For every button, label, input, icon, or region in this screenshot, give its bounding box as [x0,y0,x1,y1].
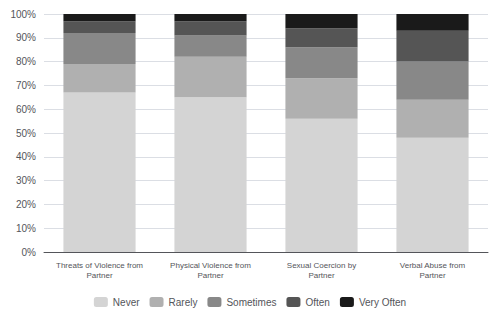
svg-text:Very Often: Very Often [359,297,406,308]
svg-text:Partner: Partner [197,271,224,280]
svg-text:Sometimes: Sometimes [226,297,276,308]
svg-text:Rarely: Rarely [169,297,198,308]
svg-text:Partner: Partner [308,271,335,280]
svg-text:Often: Often [305,297,329,308]
svg-text:70%: 70% [16,80,36,91]
svg-text:Threats of Violence from: Threats of Violence from [56,261,143,270]
svg-text:20%: 20% [16,199,36,210]
svg-text:Physical Violence from: Physical Violence from [170,261,251,270]
svg-text:Partner: Partner [86,271,113,280]
svg-text:Sexual Coercion by: Sexual Coercion by [287,261,356,270]
svg-text:30%: 30% [16,175,36,186]
svg-text:40%: 40% [16,151,36,162]
svg-text:60%: 60% [16,104,36,115]
svg-text:Never: Never [113,297,140,308]
svg-text:0%: 0% [22,247,37,258]
svg-text:80%: 80% [16,56,36,67]
svg-text:90%: 90% [16,32,36,43]
svg-text:100%: 100% [10,9,36,20]
svg-text:10%: 10% [16,223,36,234]
svg-text:Partner: Partner [419,271,446,280]
svg-text:Verbal Abuse from: Verbal Abuse from [400,261,466,270]
svg-text:50%: 50% [16,128,36,139]
